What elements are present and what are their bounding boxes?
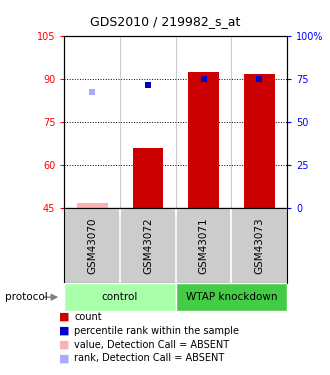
Text: ■: ■ — [59, 354, 70, 363]
Text: WTAP knockdown: WTAP knockdown — [186, 292, 277, 302]
Bar — [133, 148, 163, 208]
Text: count: count — [74, 312, 102, 322]
Text: GSM43071: GSM43071 — [199, 217, 209, 274]
Bar — [176, 283, 287, 311]
Bar — [188, 72, 219, 208]
Text: percentile rank within the sample: percentile rank within the sample — [74, 326, 239, 336]
Text: control: control — [102, 292, 138, 302]
Text: value, Detection Call = ABSENT: value, Detection Call = ABSENT — [74, 340, 229, 350]
Bar — [64, 283, 176, 311]
Text: GSM43072: GSM43072 — [143, 217, 153, 274]
Text: protocol: protocol — [5, 292, 48, 302]
Text: ■: ■ — [59, 340, 70, 350]
Text: ■: ■ — [59, 312, 70, 322]
Text: GSM43070: GSM43070 — [87, 217, 97, 274]
Bar — [244, 74, 275, 208]
Text: GDS2010 / 219982_s_at: GDS2010 / 219982_s_at — [90, 15, 240, 28]
Text: ■: ■ — [59, 326, 70, 336]
Bar — [77, 203, 108, 208]
Text: rank, Detection Call = ABSENT: rank, Detection Call = ABSENT — [74, 354, 224, 363]
Text: GSM43073: GSM43073 — [254, 217, 264, 274]
